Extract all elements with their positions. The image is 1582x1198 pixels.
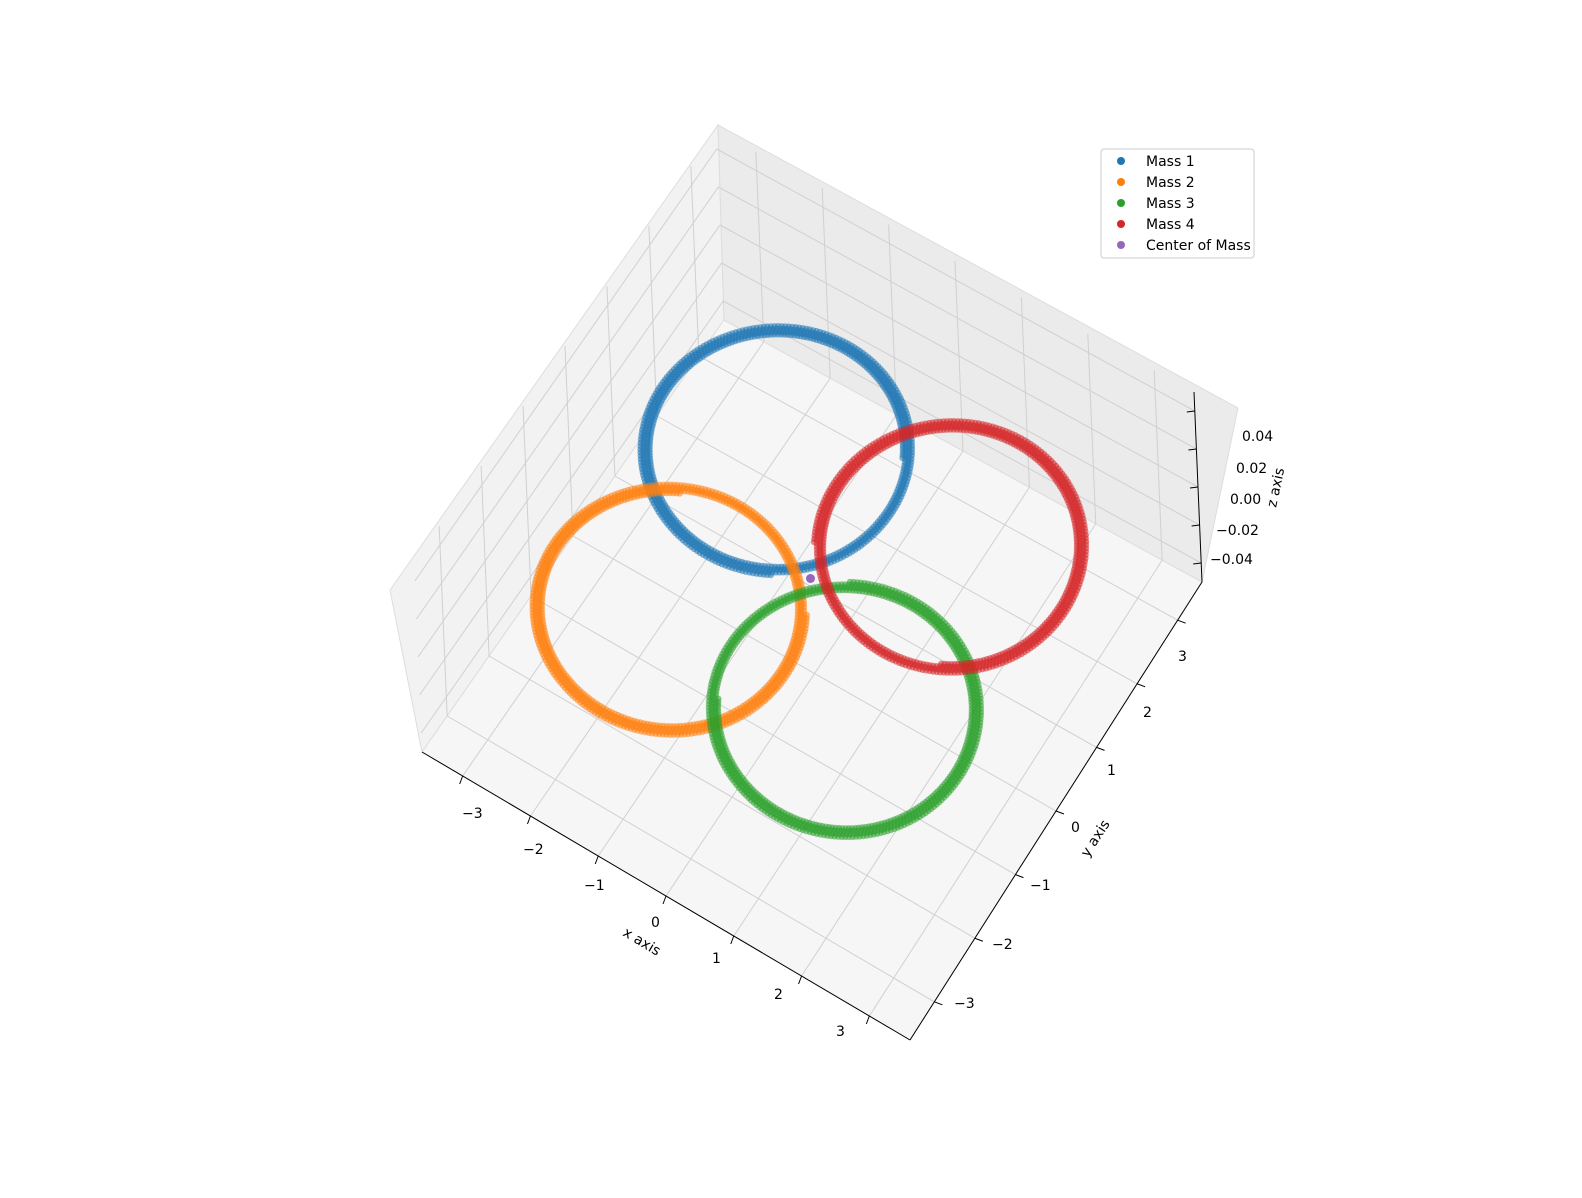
grid-line-y <box>656 415 1138 685</box>
z-tick-mark <box>1193 562 1202 565</box>
y-tick-label: 3 <box>1178 649 1187 665</box>
legend-box <box>1100 148 1255 259</box>
grid-line-y <box>488 655 976 939</box>
x-tick-mark <box>798 975 803 985</box>
grid-line-z-right <box>721 262 1200 526</box>
grid-line-z-left <box>414 148 718 582</box>
scatter-point-mass-1 <box>767 571 775 579</box>
legend: Mass 1 Mass 2 Mass 3 Mass 4 Center of Ma… <box>1100 148 1255 259</box>
x-tick-labels: −3 −2 −1 0 1 2 3 <box>462 806 845 1040</box>
z-axis-title: z axis <box>1264 467 1288 509</box>
y-tick-mark <box>1096 746 1105 751</box>
grid-line-y <box>446 715 935 1003</box>
y-tick-mark <box>1055 810 1065 815</box>
x-tick-label: 1 <box>712 951 721 967</box>
scatter-point-mass-4 <box>811 538 818 546</box>
y-tick-mark <box>1015 874 1024 879</box>
x-tick-label: −1 <box>584 878 605 894</box>
x-tick-label: 2 <box>774 987 783 1003</box>
legend-label-mass-1: Mass 1 <box>1146 154 1195 170</box>
y-tick-label: 1 <box>1107 763 1116 779</box>
grid-line-y <box>614 475 1097 748</box>
y-tick-mark <box>934 1001 943 1006</box>
legend-marker-mass-1 <box>1117 157 1125 165</box>
legend-marker-mass-4 <box>1117 220 1125 228</box>
y-tick-label: −2 <box>992 937 1013 953</box>
data-points <box>529 323 1090 841</box>
z-tick-label: 0.02 <box>1236 461 1267 477</box>
z-tick-label: 0.04 <box>1242 429 1273 445</box>
x-tick-label: 3 <box>836 1024 845 1040</box>
grid-line-z-left <box>417 224 721 658</box>
y-tick-label: 0 <box>1071 820 1080 836</box>
y-tick-mark <box>974 937 984 942</box>
scatter-point-mass-2 <box>803 611 811 619</box>
z-tick-mark <box>1188 448 1197 451</box>
legend-label-center-of-mass: Center of Mass <box>1146 238 1251 254</box>
y-tick-mark <box>1177 619 1186 624</box>
grid-lines <box>414 148 1202 1017</box>
legend-label-mass-4: Mass 4 <box>1146 217 1195 233</box>
y-tick-label: 2 <box>1143 705 1152 721</box>
grid-line-y <box>530 595 1016 876</box>
grid-line-z-right <box>716 148 1196 412</box>
scatter-point-center-of-mass <box>806 574 815 583</box>
legend-label-mass-2: Mass 2 <box>1146 175 1195 191</box>
y-tick-label: −1 <box>1030 878 1051 894</box>
legend-marker-mass-2 <box>1117 178 1125 186</box>
grid-line-y <box>698 355 1178 621</box>
x-tick-mark <box>662 895 667 905</box>
grid-line-z-right <box>719 224 1199 488</box>
z-tick-label: −0.02 <box>1216 523 1259 539</box>
x-tick-mark <box>459 775 464 785</box>
x-tick-mark <box>526 815 531 825</box>
grid-line-y <box>572 535 1057 812</box>
grid-line-z-left <box>415 186 719 620</box>
grid-line-z-left <box>419 262 723 696</box>
z-tick-label: −0.04 <box>1210 552 1253 568</box>
x-tick-label: −3 <box>462 806 483 822</box>
z-tick-labels: −0.04 −0.02 0.00 0.02 0.04 <box>1210 429 1273 568</box>
grid-line-z-right <box>718 186 1197 450</box>
legend-marker-center-of-mass <box>1117 241 1125 249</box>
legend-label-mass-3: Mass 3 <box>1146 196 1195 212</box>
z-tick-mark <box>1189 486 1199 489</box>
x-tick-label: 0 <box>651 915 660 931</box>
y-tick-mark <box>1136 683 1146 688</box>
x-tick-mark <box>594 855 599 865</box>
y-axis-title: y axis <box>1078 817 1114 860</box>
scatter-point-mass-3 <box>846 578 854 586</box>
z-tick-label: 0.00 <box>1230 492 1261 508</box>
x-tick-mark <box>865 1015 870 1025</box>
x-tick-label: −2 <box>523 842 544 858</box>
y-tick-label: −3 <box>954 996 975 1012</box>
y-tick-labels: −3 −2 −1 0 1 2 3 <box>954 649 1187 1012</box>
z-tick-mark <box>1186 410 1195 413</box>
legend-marker-mass-3 <box>1117 199 1125 207</box>
axes-lines <box>421 391 1203 1041</box>
z-tick-mark <box>1191 524 1200 527</box>
x-tick-mark <box>730 935 735 945</box>
